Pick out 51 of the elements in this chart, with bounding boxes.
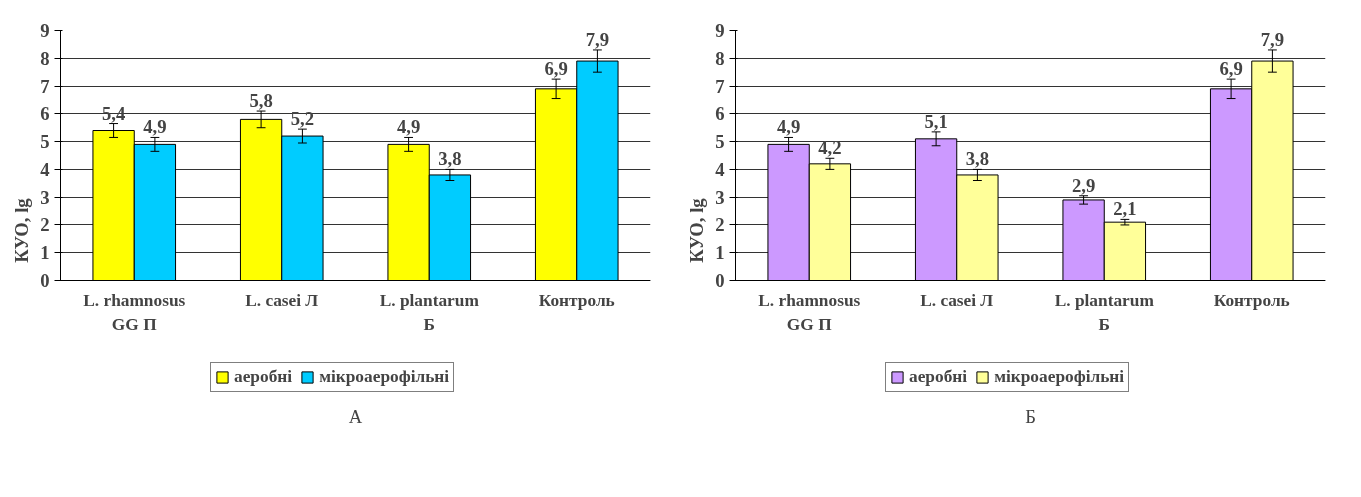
y-tick-label: 1 [40, 242, 50, 264]
x-tick-label: L. casei Л [920, 290, 994, 310]
data-label: 4,2 [818, 137, 842, 159]
y-tick-label: 8 [40, 47, 50, 69]
data-label: 6,9 [1219, 58, 1243, 80]
data-label: 3,8 [965, 148, 990, 170]
y-tick-label: 6 [40, 103, 50, 125]
data-label: 4,9 [776, 116, 801, 138]
data-label: 4,9 [396, 116, 421, 138]
text: Б [1025, 405, 1036, 427]
y-tick-label: 2 [40, 214, 50, 236]
y-axis-title: КУО, lg [686, 197, 708, 263]
y-tick-label: 6 [715, 103, 725, 125]
x-tick-label: L. rhamnosus GG П [758, 290, 861, 335]
y-tick-label: 0 [40, 270, 50, 291]
y-tick-label: 4 [40, 158, 50, 180]
y-tick-label: 4 [715, 158, 725, 180]
text: А [348, 405, 363, 427]
y-tick-label: 7 [715, 75, 725, 97]
y-tick-label: 3 [715, 186, 725, 208]
data-label: 4,9 [143, 116, 167, 138]
x-tick-label: Контроль [1213, 290, 1290, 310]
data-label: 5,8 [249, 90, 273, 112]
y-tick-label: 5 [40, 131, 50, 153]
data-label: 7,9 [1260, 28, 1285, 50]
data-label: 3,8 [438, 148, 462, 170]
y-tick-label: 1 [715, 242, 725, 264]
x-tick-label: Контроль [538, 290, 615, 310]
data-label: 2,1 [1113, 198, 1137, 220]
x-tick-label: L. casei Л [245, 290, 319, 310]
x-tick-label: L. plantarum Б [379, 290, 480, 335]
legend-label: аеробні [909, 367, 968, 387]
x-tick-label: L. rhamnosus GG П [83, 290, 186, 335]
y-tick-label: 5 [715, 131, 725, 153]
y-tick-label: 7 [40, 75, 50, 97]
y-tick-label: 2 [715, 214, 725, 236]
y-tick-label: 3 [40, 186, 50, 208]
legend-label: мікроаерофільні [319, 367, 450, 387]
y-tick-label: 0 [715, 270, 725, 291]
x-tick-label: L. plantarum Б [1054, 290, 1155, 335]
data-label: 5,1 [924, 110, 948, 132]
data-label: 5,2 [290, 108, 315, 130]
y-axis-title: КУО, lg [11, 197, 33, 263]
y-tick-label: 9 [715, 20, 725, 41]
data-label: 7,9 [585, 28, 610, 50]
y-tick-label: 8 [715, 47, 725, 69]
legend-label: аеробні [234, 367, 293, 387]
y-tick-label: 9 [40, 20, 50, 41]
legend-label: мікроаерофільні [994, 367, 1125, 387]
data-label: 2,9 [1071, 174, 1096, 196]
data-label: 6,9 [544, 58, 568, 80]
